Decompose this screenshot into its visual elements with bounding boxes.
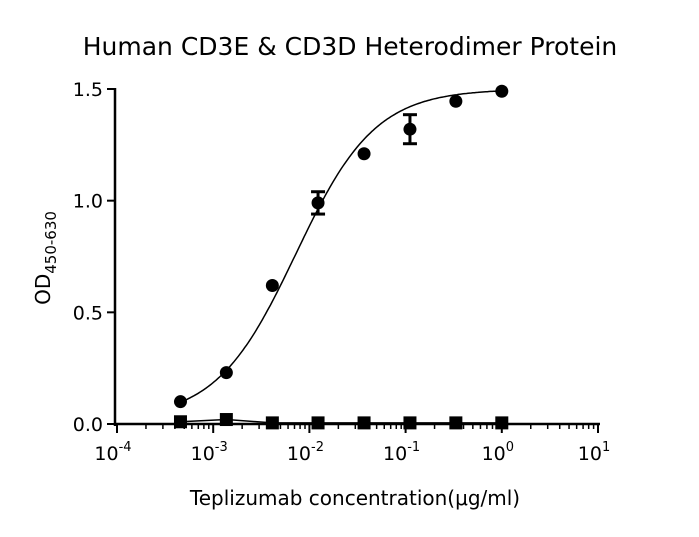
y-tick-label: 1.0 <box>73 191 103 213</box>
x-tick-exponent: -4 <box>119 440 132 455</box>
y-axis-label-sub: 450-630 <box>42 211 60 274</box>
x-tick-base: 10 <box>578 443 602 465</box>
x-tick-label: 10-3 <box>191 440 228 465</box>
data-point <box>219 366 233 380</box>
y-tick-label: 0.0 <box>73 414 103 436</box>
x-tick-base: 10 <box>287 443 311 465</box>
y-tick-labels: 0.0 0.5 1.0 1.5 <box>73 79 103 436</box>
x-tick-label: 10-2 <box>287 440 324 465</box>
data-point <box>173 415 187 429</box>
data-point <box>403 416 417 430</box>
x-tick-base: 10 <box>482 443 506 465</box>
y-axis-label-main: OD <box>31 274 55 305</box>
x-axis-label: Teplizumab concentration(μg/ml) <box>189 486 520 510</box>
y-tick-label: 0.5 <box>73 302 103 324</box>
series-0 <box>173 84 509 409</box>
data-point <box>173 395 187 409</box>
data-point <box>449 416 463 430</box>
data-point <box>311 416 325 430</box>
series <box>173 84 509 430</box>
data-point <box>495 416 509 430</box>
y-tick-label: 1.5 <box>73 79 103 101</box>
y-axis-label: OD450-630 <box>31 211 60 305</box>
x-tick-exponent: -3 <box>215 440 228 455</box>
data-point <box>357 147 371 161</box>
data-point <box>219 413 233 427</box>
x-tick-label: 10-4 <box>94 440 131 465</box>
data-point <box>495 84 509 98</box>
data-point <box>265 416 279 430</box>
data-point <box>449 94 463 108</box>
x-tick-label: 101 <box>578 440 610 465</box>
axes <box>107 88 600 433</box>
chart-title: Human CD3E & CD3D Heterodimer Protein <box>83 32 618 61</box>
fit-curve <box>180 418 502 424</box>
x-tick-base: 10 <box>94 443 118 465</box>
x-tick-exponent: -2 <box>311 440 324 455</box>
x-tick-base: 10 <box>383 443 407 465</box>
x-tick-label: 100 <box>482 440 514 465</box>
series-1 <box>173 413 509 430</box>
x-tick-base: 10 <box>191 443 215 465</box>
data-point <box>403 122 417 136</box>
data-point <box>357 416 371 430</box>
x-tick-exponent: 0 <box>506 440 514 455</box>
fit-curve <box>180 90 502 403</box>
data-point <box>265 279 279 293</box>
data-point <box>311 196 325 210</box>
x-tick-exponent: 1 <box>602 440 610 455</box>
x-tick-labels: 10-4 10-3 10-2 10-1 100 101 <box>94 440 610 465</box>
x-tick-exponent: -1 <box>407 440 420 455</box>
x-tick-label: 10-1 <box>383 440 420 465</box>
